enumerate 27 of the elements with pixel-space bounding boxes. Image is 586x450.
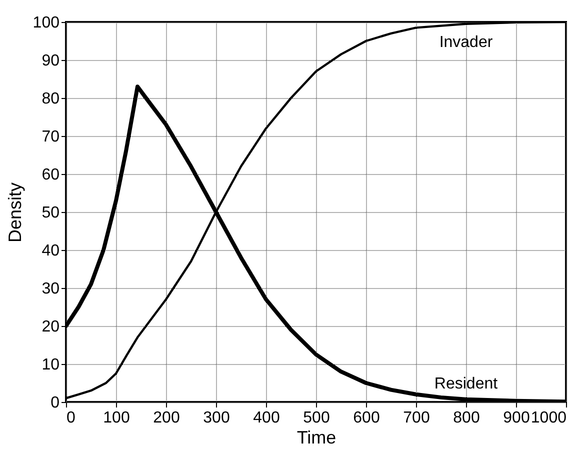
x-tick-label: 400 bbox=[253, 410, 280, 426]
y-axis-title: Density bbox=[4, 182, 25, 243]
y-tick-label: 20 bbox=[42, 318, 60, 336]
x-tick-label: 800 bbox=[453, 410, 480, 426]
y-tick-label: 90 bbox=[42, 52, 60, 70]
x-tick-label: 300 bbox=[203, 410, 230, 426]
y-tick-label: 10 bbox=[42, 356, 60, 374]
series-label: Invader bbox=[439, 34, 494, 51]
y-tick-label: 100 bbox=[32, 14, 60, 32]
y-tick-label: 30 bbox=[42, 280, 60, 298]
x-tick-label: 900 bbox=[503, 410, 530, 426]
series-label: Resident bbox=[434, 375, 498, 392]
x-tick-label: 1000 bbox=[530, 410, 567, 426]
y-tick-label: 40 bbox=[42, 242, 60, 260]
y-tick-label: 60 bbox=[42, 166, 60, 184]
x-axis-title: Time bbox=[296, 428, 336, 448]
x-tick-label: 600 bbox=[353, 410, 380, 426]
x-tick-label: 0 bbox=[66, 410, 76, 426]
x-tick-label: 500 bbox=[303, 410, 330, 426]
y-tick-label: 0 bbox=[50, 394, 60, 412]
y-tick-label: 50 bbox=[42, 204, 60, 222]
y-tick-label: 80 bbox=[42, 90, 60, 108]
line-series bbox=[66, 22, 566, 400]
x-tick-label: 200 bbox=[153, 410, 180, 426]
x-tick-label: 700 bbox=[403, 410, 430, 426]
y-tick-label: 70 bbox=[42, 128, 60, 146]
x-tick-label: 100 bbox=[103, 410, 130, 426]
